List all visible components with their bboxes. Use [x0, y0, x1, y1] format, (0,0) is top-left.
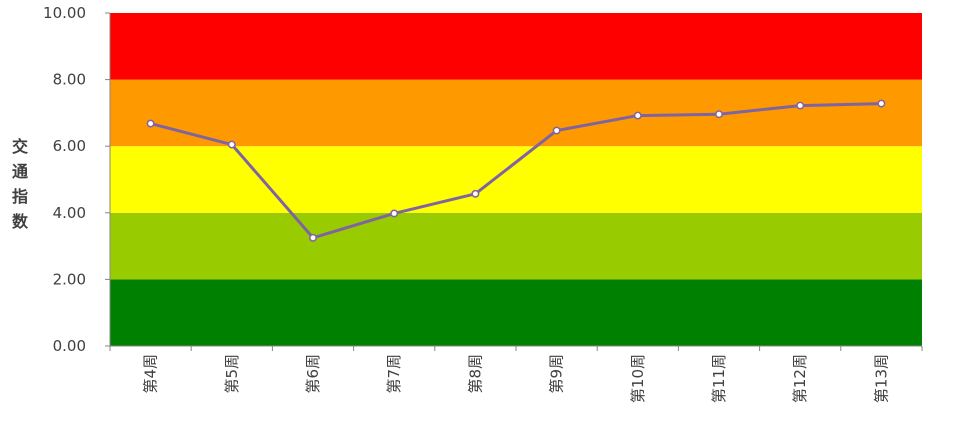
ylabel-char-2: 指 — [12, 187, 28, 206]
y-tick-labels: 0.00 2.00 4.00 6.00 8.00 10.00 — [43, 4, 110, 355]
x-tick-label-6: 第10周 — [629, 354, 647, 403]
band-3 — [110, 79, 922, 147]
ylabel-char-0: 交 — [12, 137, 28, 156]
x-tick-label-9: 第13周 — [872, 354, 890, 403]
x-tick-label-7: 第11周 — [710, 354, 728, 403]
data-point-1 — [227, 140, 236, 149]
y-tick-label-3: 6.00 — [53, 137, 86, 155]
data-point-6 — [633, 111, 642, 120]
band-2 — [110, 146, 922, 213]
x-tick-label-1: 第5周 — [223, 354, 241, 394]
data-point-0 — [146, 119, 155, 128]
data-points — [146, 99, 886, 242]
y-tick-label-4: 8.00 — [53, 71, 86, 89]
y-tick-label-2: 4.00 — [53, 204, 86, 222]
x-tick-label-4: 第8周 — [466, 354, 484, 394]
y-axis-label: 交 通 指 数 — [12, 137, 29, 231]
data-point-4 — [471, 189, 480, 198]
ylabel-char-1: 通 — [12, 162, 28, 181]
data-point-7 — [715, 110, 723, 119]
x-tick-label-3: 第7周 — [385, 354, 403, 394]
ylabel-char-3: 数 — [12, 212, 29, 231]
series-line-0 — [149, 102, 883, 240]
y-tick-label-1: 2.00 — [53, 270, 86, 288]
y-tick-label-5: 10.00 — [43, 4, 86, 22]
y-tick-label-0: 0.00 — [53, 337, 86, 355]
background-bands — [110, 13, 922, 346]
x-tick-label-5: 第9周 — [548, 354, 566, 394]
data-point-5 — [552, 126, 561, 135]
data-point-8 — [796, 101, 805, 110]
series-line — [149, 102, 883, 240]
band-1 — [110, 212, 922, 280]
x-tick-label-2: 第6周 — [304, 354, 322, 394]
x-tick-label-8: 第12周 — [791, 354, 809, 403]
data-point-9 — [877, 99, 886, 108]
x-tick-label-0: 第4周 — [142, 354, 160, 394]
band-4 — [110, 13, 922, 80]
data-point-2 — [309, 233, 317, 242]
x-tick-labels: 第4周 第5周 第6周 第7周 第8周 第9周 第10周 第11周 第12周 第13周 — [109, 346, 923, 403]
data-point-3 — [390, 209, 399, 218]
band-0 — [110, 279, 922, 346]
